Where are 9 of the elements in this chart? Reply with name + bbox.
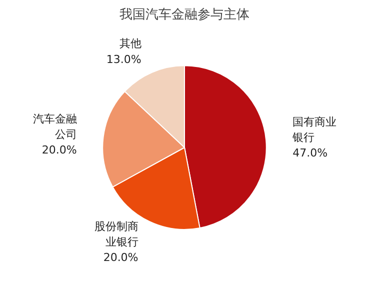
slice-label: 汽车金融公司: [32, 112, 77, 141]
data-label: 47.0%: [292, 146, 328, 160]
slice-label: 股份制商业银行: [94, 220, 138, 249]
data-label: 20.0%: [103, 251, 138, 264]
slice-label: 国有商业银行: [292, 116, 337, 144]
data-label: 13.0%: [106, 52, 142, 66]
chart-title: 我国汽车金融参与主体: [120, 6, 250, 22]
data-label: 20.0%: [42, 143, 77, 156]
slice-label: 其他: [119, 37, 142, 50]
